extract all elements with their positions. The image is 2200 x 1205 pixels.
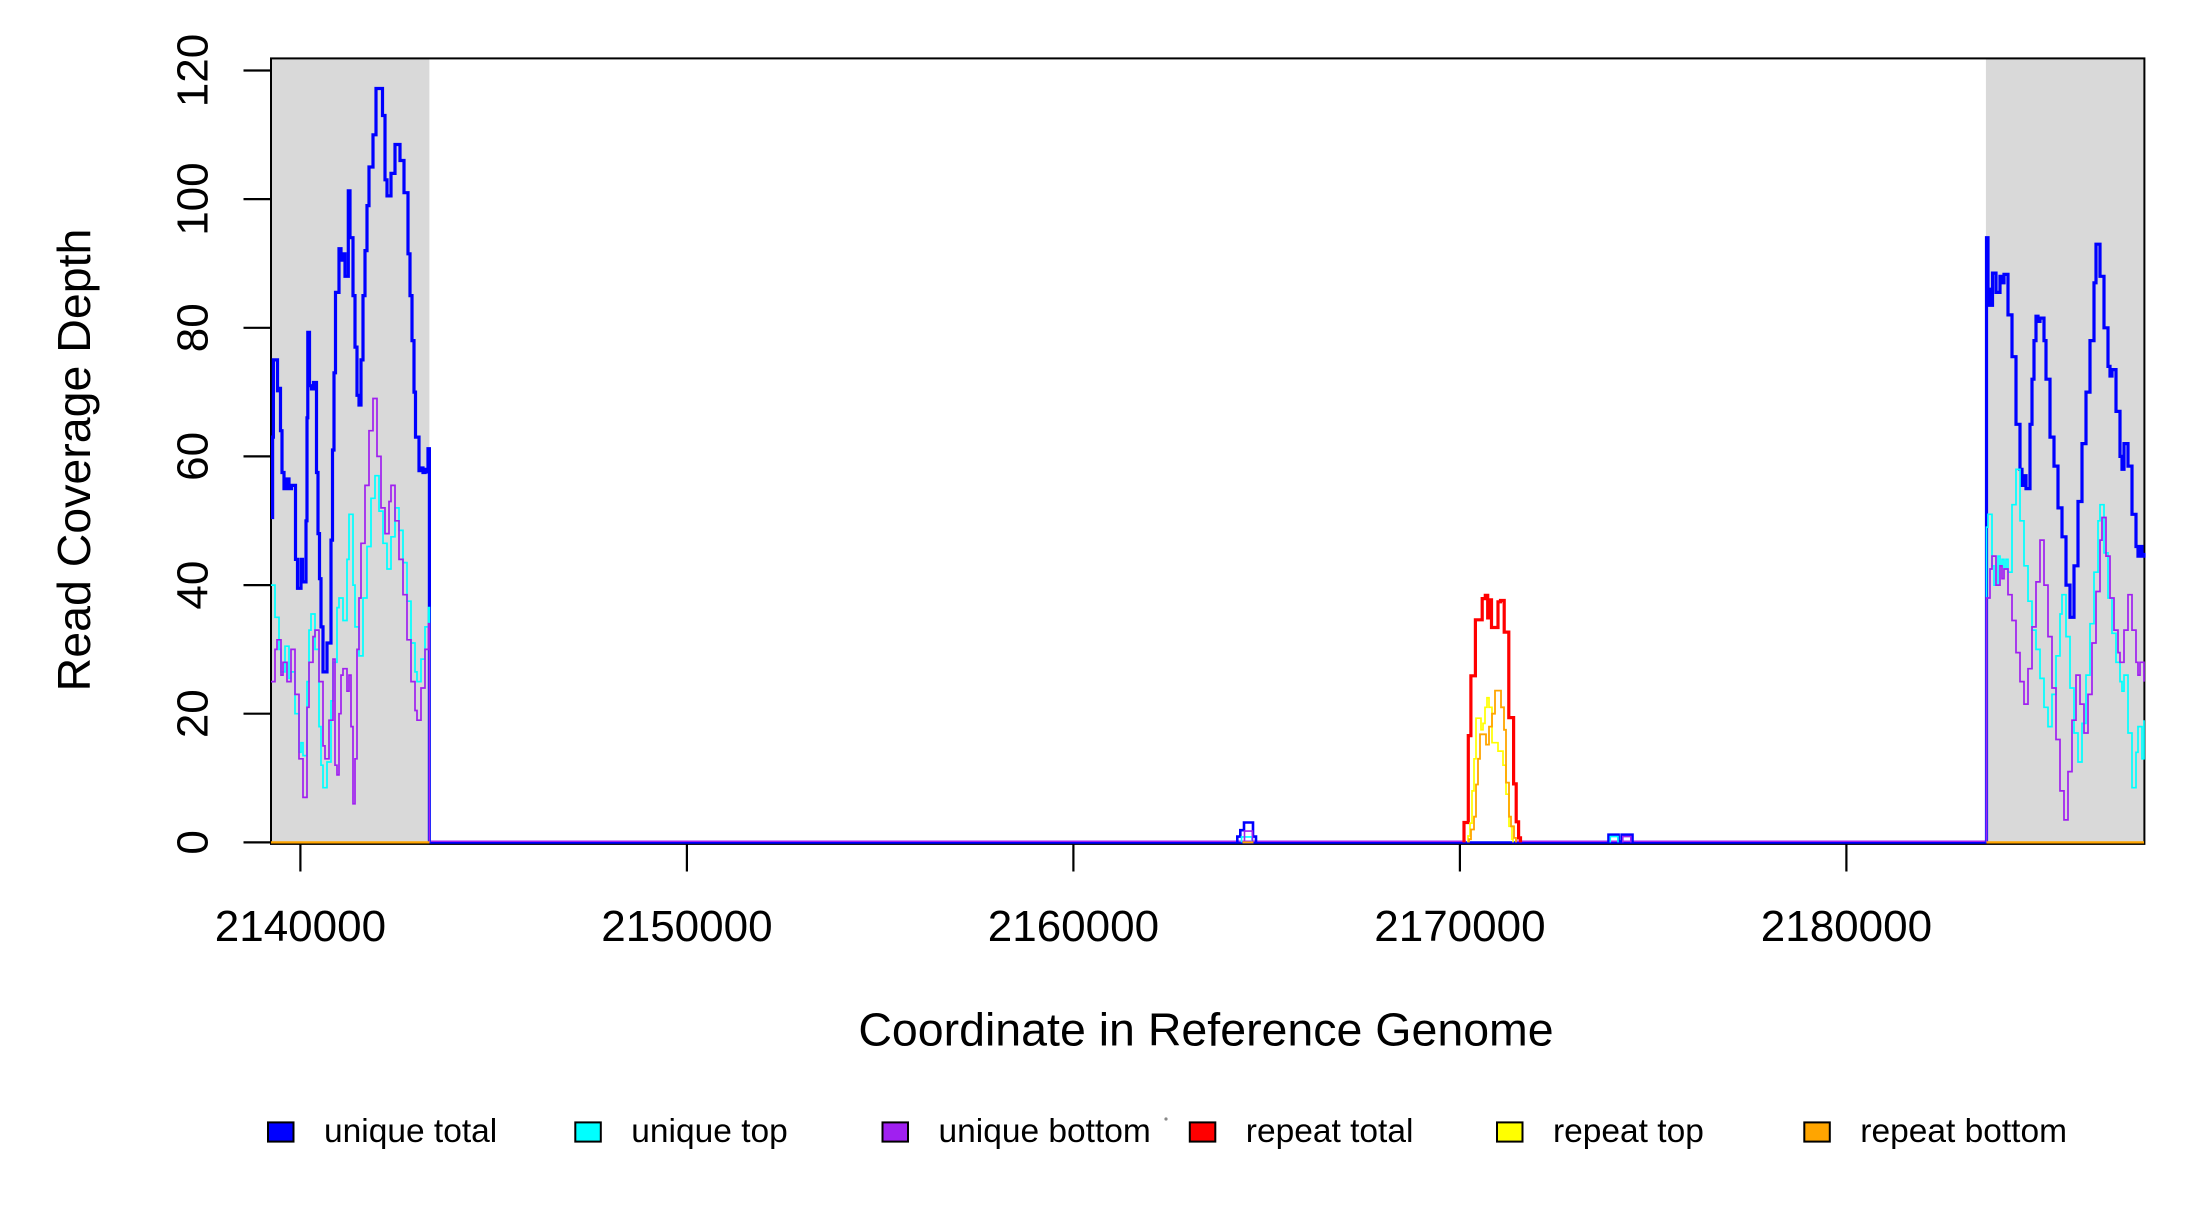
svg-text:unique bottom: unique bottom — [939, 1113, 1151, 1150]
svg-text:2140000: 2140000 — [215, 902, 386, 951]
svg-text:Read Coverage Depth: Read Coverage Depth — [48, 229, 100, 692]
svg-text:2150000: 2150000 — [601, 902, 772, 951]
svg-text:repeat total: repeat total — [1246, 1113, 1414, 1150]
svg-text:40: 40 — [169, 561, 218, 610]
svg-text:120: 120 — [169, 34, 218, 107]
svg-text:unique total: unique total — [324, 1113, 497, 1150]
svg-text:2180000: 2180000 — [1761, 902, 1932, 951]
svg-text:0: 0 — [169, 830, 218, 854]
svg-text:20: 20 — [169, 689, 218, 738]
svg-text:unique top: unique top — [631, 1113, 787, 1150]
svg-text:100: 100 — [169, 162, 218, 235]
svg-text:2170000: 2170000 — [1374, 902, 1545, 951]
svg-text:60: 60 — [169, 432, 218, 481]
svg-text:repeat top: repeat top — [1553, 1113, 1704, 1150]
svg-text:repeat bottom: repeat bottom — [1860, 1113, 2067, 1150]
svg-text:2160000: 2160000 — [988, 902, 1159, 951]
svg-text:80: 80 — [169, 303, 218, 352]
svg-text:Coordinate in Reference Genome: Coordinate in Reference Genome — [858, 1004, 1553, 1056]
